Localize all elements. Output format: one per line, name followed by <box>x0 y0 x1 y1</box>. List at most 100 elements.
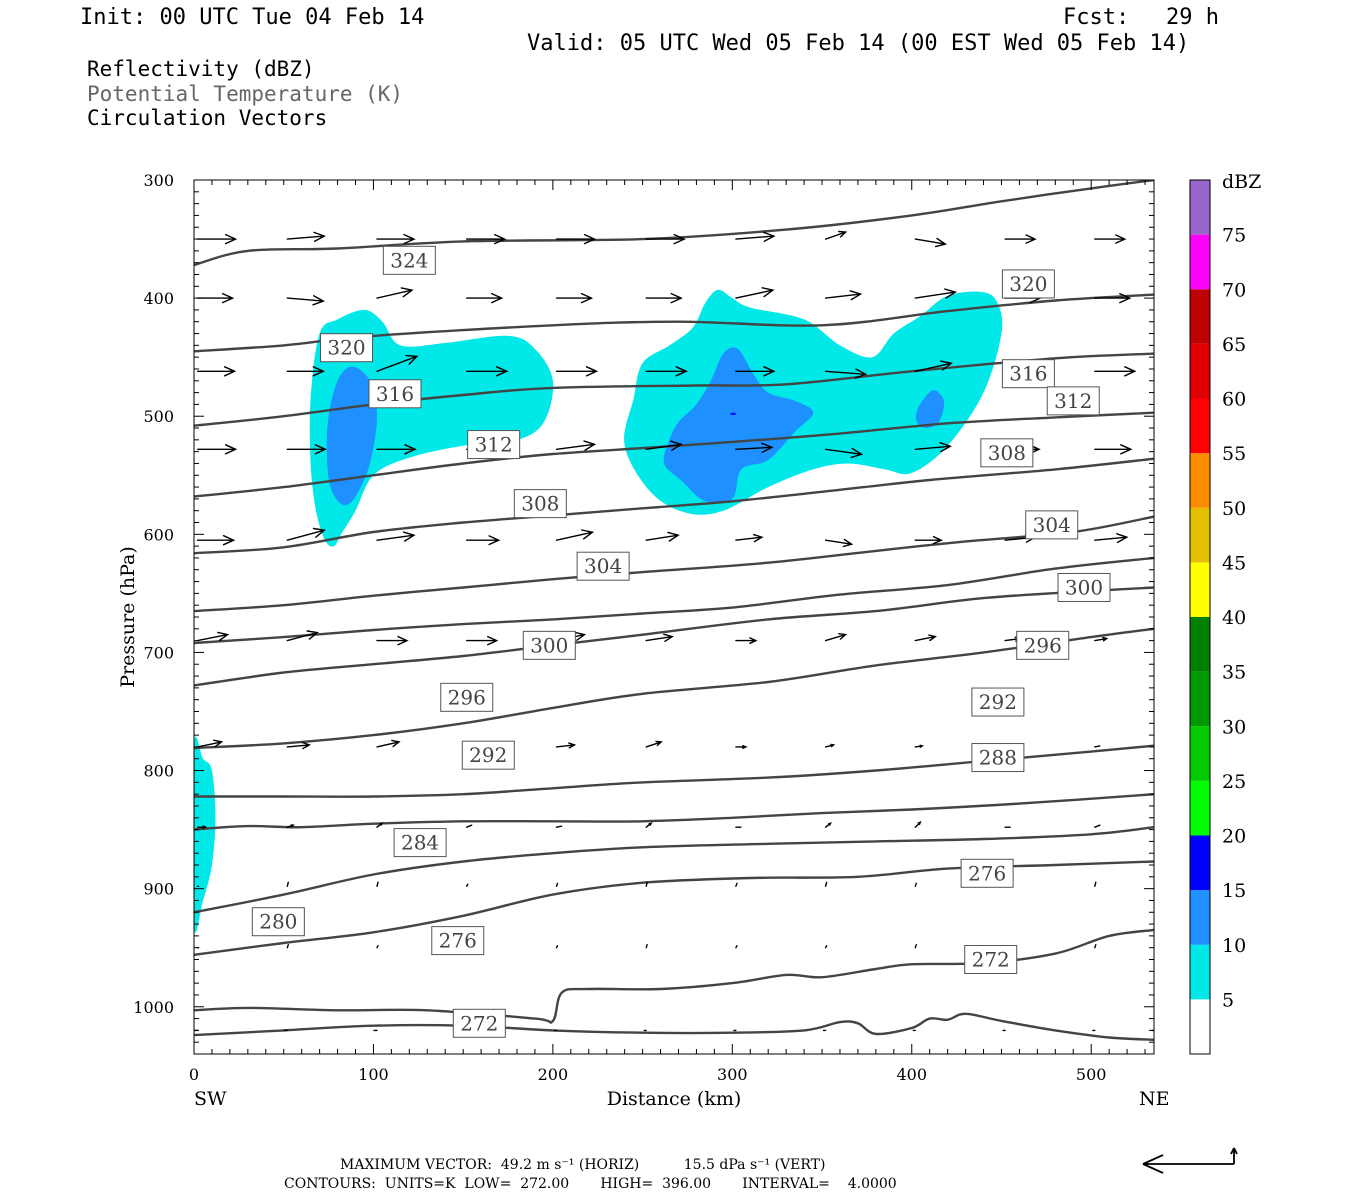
colorbar-segment <box>1190 944 1210 1000</box>
circulation-vector <box>196 739 224 748</box>
x-tick-label: 100 <box>358 1065 389 1084</box>
contour-label-box <box>461 740 515 770</box>
contour-label-text: 272 <box>460 1011 498 1035</box>
y-tick-label: 800 <box>143 762 174 781</box>
x-tick-label: 500 <box>1076 1065 1107 1084</box>
contour-label-292: 292 <box>461 740 515 770</box>
forecast-label: Fcst: <box>1063 5 1130 30</box>
contour-label-text: 308 <box>988 441 1026 465</box>
circulation-vector <box>466 366 509 377</box>
contour-label-text: 300 <box>530 633 568 657</box>
circulation-vector <box>1153 826 1154 828</box>
contour-label-text: 312 <box>475 433 513 457</box>
y-tick-label: 300 <box>143 171 174 190</box>
contour-info: CONTOURS: UNITS=K LOW= 272.00 HIGH= 396.… <box>284 1176 897 1192</box>
reflectivity-fill <box>194 289 1003 933</box>
circulation-vector <box>1153 238 1154 240</box>
circulation-vector <box>555 292 594 304</box>
circulation-vector <box>196 233 238 245</box>
circulation-vector <box>196 444 238 455</box>
y-tick-label: 700 <box>143 643 174 662</box>
circulation-vector <box>824 633 848 642</box>
circulation-vector <box>466 635 499 646</box>
reflectivity-area-5dbz <box>624 289 1003 515</box>
contour-label-box <box>960 858 1014 888</box>
contour-labels: 324 320 320 316 316 312 312 308 308 304 304 300 300 2… <box>251 245 1111 1038</box>
circulation-vector <box>196 631 230 642</box>
circulation-vector <box>286 741 311 750</box>
circulation-vector <box>824 368 868 379</box>
circulation-vector <box>1094 824 1101 828</box>
colorbar-segment <box>1190 234 1210 290</box>
circulation-vector <box>645 633 674 642</box>
circulation-vector <box>376 635 409 646</box>
contour-label-box <box>452 1008 506 1038</box>
circulation-vector <box>645 881 648 887</box>
contour-label-box <box>1001 359 1055 389</box>
contour-label-box <box>440 682 494 712</box>
circulation-vector <box>1094 366 1137 377</box>
contour-label-300: 300 <box>522 630 576 660</box>
colorbar-level-label: 10 <box>1222 935 1246 957</box>
circulation-vector <box>555 440 597 451</box>
legend-vectors: Circulation Vectors <box>87 106 328 130</box>
contour-label-276: 276 <box>431 926 485 956</box>
colorbar-segment <box>1190 835 1210 891</box>
circulation-vector <box>286 231 327 242</box>
circulation-vector <box>914 882 917 887</box>
circulation-vector <box>735 231 776 242</box>
contour-label-box <box>522 630 576 660</box>
contour-label-text: 324 <box>390 248 428 272</box>
circulation-vector <box>555 825 563 828</box>
circulation-vector <box>1094 944 1097 949</box>
circulation-vector <box>286 630 319 642</box>
y-tick-label: 1000 <box>133 998 174 1017</box>
contour-label-box <box>320 333 374 363</box>
contour-label-288: 288 <box>971 743 1025 773</box>
circulation-vector <box>914 944 917 949</box>
circulation-vector <box>914 360 953 372</box>
contour-label-text: 300 <box>1065 575 1103 599</box>
init-time: Init: 00 UTC Tue 04 Feb 14 <box>80 5 425 30</box>
circulation-vector <box>735 366 776 377</box>
reflectivity-area-5dbz <box>194 736 216 933</box>
circulation-vector <box>466 292 504 304</box>
circulation-vector <box>735 287 775 299</box>
theta-contour-280 <box>194 826 1154 914</box>
circulation-vector <box>824 945 828 949</box>
colorbar-level-label: 60 <box>1222 389 1246 411</box>
contour-label-text: 280 <box>259 910 297 934</box>
x-tick-label: 0 <box>189 1065 199 1084</box>
contour-label-text: 292 <box>469 743 507 767</box>
circulation-vector <box>1094 636 1109 642</box>
circulation-vector <box>645 944 648 949</box>
circulation-vector <box>824 447 864 459</box>
contour-label-316: 316 <box>1001 359 1055 389</box>
contour-label-box <box>576 551 630 581</box>
circulation-vector <box>376 739 401 748</box>
contour-label-text: 316 <box>1009 362 1047 386</box>
circulation-vector <box>376 822 384 828</box>
circulation-vector <box>1153 639 1154 642</box>
circulation-vector <box>645 440 683 451</box>
contour-label-box <box>1016 630 1070 660</box>
theta-contour-300 <box>194 556 1154 645</box>
contour-label-276: 276 <box>960 858 1014 888</box>
contour-label-box <box>1057 572 1111 602</box>
plot-frame <box>193 179 1155 1055</box>
contour-label-text: 288 <box>979 746 1017 770</box>
circulation-vector <box>1094 533 1129 544</box>
x-end-label-right: NE <box>1139 1088 1170 1110</box>
contour-label-text: 284 <box>401 831 439 855</box>
colorbar-segment <box>1190 507 1210 563</box>
contour-label-304: 304 <box>576 551 630 581</box>
y-tick-label: 600 <box>143 525 174 544</box>
reflectivity-speck-15dbz <box>730 412 736 415</box>
circulation-vector <box>645 740 663 748</box>
contour-label-text: 312 <box>1054 389 1092 413</box>
circulation-vector <box>196 825 208 829</box>
circulation-vector <box>1094 881 1097 887</box>
circulation-vector <box>914 744 924 748</box>
contour-label-box <box>467 430 521 460</box>
contour-label-text: 272 <box>972 948 1010 972</box>
